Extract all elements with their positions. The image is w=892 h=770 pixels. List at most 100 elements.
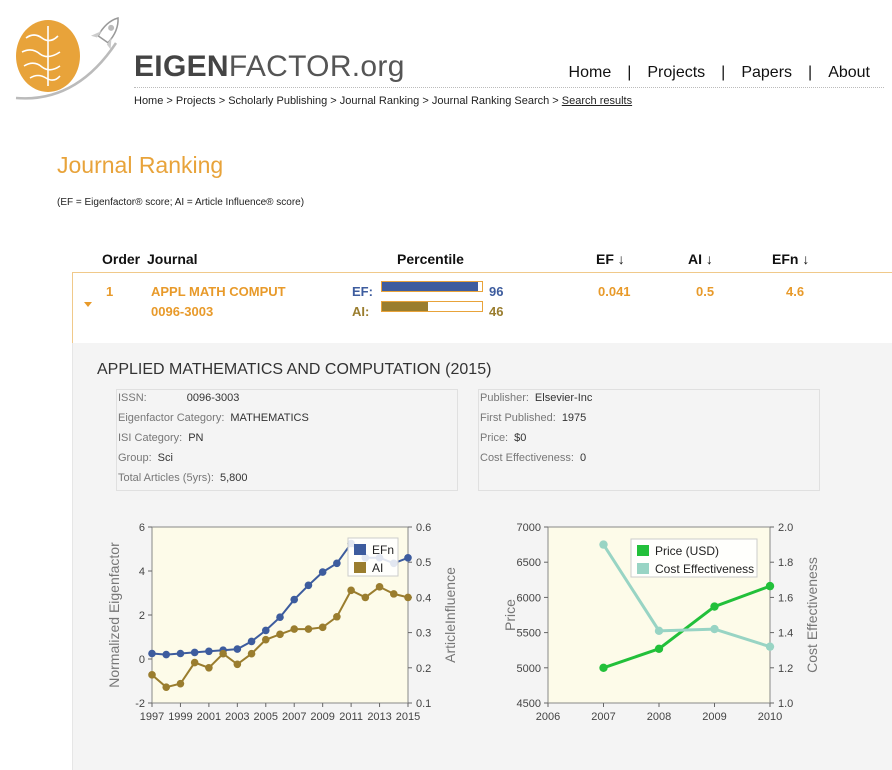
breadcrumb-home[interactable]: Home (134, 95, 164, 107)
data-point (190, 648, 199, 657)
data-point (233, 645, 242, 653)
data-point (290, 625, 299, 633)
breadcrumb-search-results[interactable]: Search results (561, 95, 633, 107)
info-cost-effectiveness: Cost Effectiveness: 0 (480, 452, 586, 464)
ai-percentile-fill (382, 302, 428, 311)
y2-tick-label: 0.4 (416, 592, 431, 604)
data-point (205, 647, 213, 656)
legend-swatch (354, 544, 366, 555)
row-journal-name[interactable]: APPL MATH COMPUT (151, 284, 286, 299)
data-point (219, 649, 227, 658)
data-point (247, 637, 256, 646)
info-group: Group: Sci (118, 452, 173, 464)
info-price: Price: $0 (480, 432, 526, 444)
data-point (333, 612, 341, 621)
y-tick-label: -2 (135, 698, 145, 710)
data-point (375, 583, 384, 591)
data-point (599, 663, 608, 672)
x-tick-label: 2009 (310, 711, 334, 723)
data-point (404, 554, 412, 562)
info-key: Cost Effectiveness: (480, 452, 574, 464)
info-isi-category: ISI Category: PN (118, 432, 203, 444)
header-divider (134, 87, 884, 88)
data-point (261, 626, 270, 635)
info-key: Price: (480, 432, 509, 444)
info-first-published: First Published: 1975 (480, 412, 586, 424)
column-header-percentile: Percentile (397, 251, 464, 267)
breadcrumb-journal-ranking[interactable]: Journal Ranking (339, 95, 420, 107)
info-value: MATHEMATICS (230, 412, 309, 424)
column-header-order: Order (102, 251, 141, 267)
column-header-ai[interactable]: AI ↓ (688, 251, 713, 267)
breadcrumb-scholarly-publishing[interactable]: Scholarly Publishing (228, 95, 328, 107)
y-tick-label: 7000 (517, 522, 541, 534)
data-point (276, 613, 284, 621)
row-order: 1 (106, 284, 114, 299)
journal-detail-title: APPLIED MATHEMATICS AND COMPUTATION (201… (97, 361, 492, 378)
y2-tick-label: 0.5 (416, 557, 431, 569)
expand-caret-icon[interactable] (84, 302, 92, 307)
info-value: 5,800 (219, 472, 248, 484)
x-tick-label: 2001 (197, 711, 221, 723)
y2-tick-label: 1.6 (778, 592, 793, 604)
nav-separator: | (627, 64, 632, 81)
nav-home[interactable]: Home (568, 64, 612, 81)
info-value: 1975 (561, 412, 587, 424)
y2-tick-label: 2.0 (778, 522, 793, 534)
nav-about[interactable]: About (828, 64, 870, 81)
info-total-articles: Total Articles (5yrs): 5,800 (118, 472, 248, 484)
data-point (765, 581, 775, 591)
breadcrumb-projects[interactable]: Projects (175, 95, 216, 107)
data-point (654, 644, 664, 653)
ef-percentile-label: EF: (352, 284, 373, 299)
row-ef-value: 0.041 (598, 284, 631, 299)
ai-percentile-value: 46 (489, 304, 504, 319)
data-point (148, 671, 156, 679)
y2-tick-label: 0.3 (416, 628, 431, 640)
y2-axis-label: Cost Effectiveness (804, 557, 818, 673)
eigenfactor-ai-chart: -2 0 2 4 6 0.1 0.2 0.3 0.4 0.5 0.6 1997 1999 2001 2003… (106, 522, 458, 723)
info-key: Group: (118, 452, 152, 464)
y-tick-label: 4500 (517, 698, 541, 710)
data-point (247, 649, 256, 658)
ai-percentile-bar (381, 301, 483, 312)
data-point (318, 623, 327, 632)
info-key: Publisher: (480, 392, 529, 404)
brand-tld: .org (351, 50, 405, 83)
data-point (233, 660, 242, 669)
brand-rest: FACTOR (228, 50, 352, 83)
info-publisher: Publisher: Elsevier-Inc (480, 392, 592, 404)
info-value: Sci (157, 452, 173, 464)
top-nav: Home | Projects | Papers | About (569, 64, 870, 82)
info-key: Total Articles (5yrs): (118, 472, 214, 484)
ef-percentile-bar (381, 281, 483, 292)
legend-swatch (637, 563, 649, 574)
price-cost-effectiveness-chart: 4500 5000 5500 6000 6500 7000 1.0 1.2 1.4 1.6 1.8 2… (502, 522, 818, 723)
breadcrumb-journal-ranking-search[interactable]: Journal Ranking Search (431, 95, 550, 107)
legend-swatch (637, 545, 649, 556)
data-point (765, 642, 775, 651)
column-header-ef[interactable]: EF ↓ (596, 251, 625, 267)
breadcrumb: Home > Projects > Scholarly Publishing >… (134, 95, 633, 107)
y-tick-label: 0 (139, 654, 145, 666)
data-point (205, 664, 213, 672)
x-tick-label: 2011 (339, 711, 363, 723)
data-point (404, 593, 412, 602)
site-brand[interactable]: EIGENFACTOR.org (134, 50, 405, 84)
nav-projects[interactable]: Projects (647, 64, 706, 81)
legend-box (630, 538, 758, 578)
legend-label: EFn (372, 543, 394, 557)
series-line-price-usd- (603, 584, 771, 670)
data-point (162, 650, 171, 659)
data-point (304, 625, 313, 633)
score-legend-note: (EF = Eigenfactor® score; AI = Article I… (57, 197, 305, 208)
nav-papers[interactable]: Papers (741, 64, 793, 81)
data-point (162, 683, 171, 691)
eigenfactor-logo[interactable] (6, 8, 156, 103)
y2-axis-label: ArticleInfluence (442, 567, 458, 663)
page-title: Journal Ranking (57, 152, 224, 178)
info-value: $0 (514, 432, 527, 444)
column-header-efn[interactable]: EFn ↓ (772, 251, 810, 267)
x-tick-label: 1997 (140, 711, 164, 723)
x-tick-label: 1999 (168, 711, 192, 723)
